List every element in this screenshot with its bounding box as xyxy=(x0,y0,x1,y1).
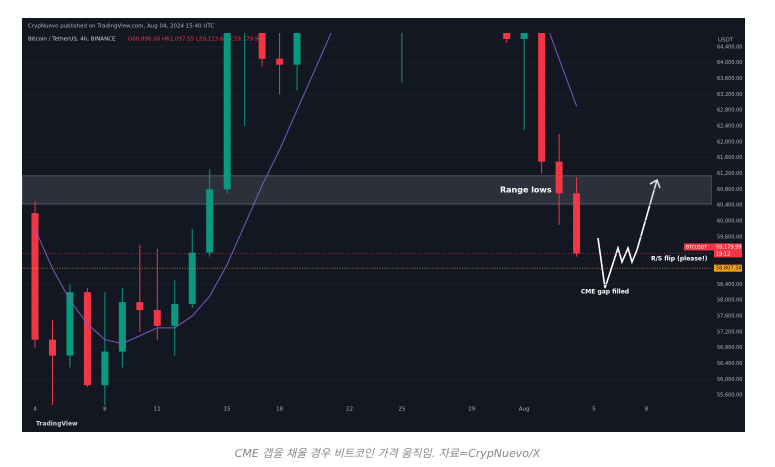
candle-body xyxy=(171,304,179,326)
y-tick-label: 56,400.00 xyxy=(717,361,742,367)
x-tick-label: 5 xyxy=(592,407,596,413)
ohlc-readout: O60,896.00 xyxy=(128,37,161,43)
y-tick-label: 62,400.00 xyxy=(717,124,742,130)
x-tick-label: 25 xyxy=(398,407,405,413)
plot-area xyxy=(22,0,712,405)
symbol-title: Bitcoin / TetherUS, 4h, BINANCE xyxy=(28,37,116,43)
candle-body xyxy=(503,33,511,39)
countdown: 19:12 xyxy=(716,251,730,257)
projection-arrow xyxy=(597,178,661,289)
candle-body xyxy=(118,302,126,352)
x-tick-label: Aug xyxy=(519,407,530,413)
logo: TradingView xyxy=(36,421,78,428)
y-tick-label: 61,200.00 xyxy=(717,171,742,177)
candle-body xyxy=(538,33,546,162)
published: CrypNuevo published on TradingView.com, … xyxy=(28,24,214,30)
last-price-axis-tag xyxy=(714,243,742,258)
last-price-label: 59,179.99 xyxy=(716,244,741,250)
candle-body xyxy=(520,33,528,39)
candle-body xyxy=(66,292,74,356)
y-tick-label: 62,800.00 xyxy=(717,108,742,114)
candle-body xyxy=(573,193,581,254)
y-tick-label: 56,000.00 xyxy=(717,377,742,383)
y-tick-label: 64,000.00 xyxy=(717,60,742,66)
x-tick-label: 15 xyxy=(224,407,231,413)
candle-body xyxy=(398,0,405,7)
x-tick-label: 18 xyxy=(276,407,283,413)
x-tick-label: 11 xyxy=(154,407,161,413)
last-price-symbol: BTCUSDT xyxy=(686,244,707,250)
y-tick-label: 59,600.00 xyxy=(717,234,742,240)
chart-background xyxy=(22,18,745,432)
x-tick-label: 29 xyxy=(468,407,475,413)
x-tick-label: 22 xyxy=(346,407,353,413)
y-tick-label: 60,400.00 xyxy=(717,203,742,209)
candle-body xyxy=(258,33,266,59)
candle-body xyxy=(223,33,231,190)
annotation: CME gap filled xyxy=(581,289,629,296)
x-tick-label: 4 xyxy=(33,407,37,413)
y-tick-label: 61,600.00 xyxy=(717,155,742,161)
y-tick-label: 62,000.00 xyxy=(717,139,742,145)
y-tick-label: 63,200.00 xyxy=(717,92,742,98)
candle-body xyxy=(293,33,301,65)
x-tick-label: 8 xyxy=(645,407,649,413)
ohlc-readout: H61,097.55 xyxy=(162,37,195,43)
candle-body xyxy=(381,0,388,7)
zone-label: Range lows xyxy=(500,185,552,194)
gap-level-label: 58,807.34 xyxy=(716,266,741,272)
y-tick-label: 64,400.00 xyxy=(717,44,742,50)
chart: CrypNuevo published on TradingView.com, … xyxy=(22,0,745,432)
x-tick-label: 8 xyxy=(103,407,107,413)
candle-body xyxy=(83,292,91,386)
y-tick-label: 57,600.00 xyxy=(717,313,742,319)
y-tick-label: 55,600.00 xyxy=(717,393,742,399)
ohlc-readout: C59,179.99 xyxy=(230,37,262,43)
y-tick-label: 57,200.00 xyxy=(717,329,742,335)
y-tick-label: 63,600.00 xyxy=(717,76,742,82)
y-tick-label: 56,800.00 xyxy=(717,345,742,351)
gap-level-tag xyxy=(714,264,742,272)
zone xyxy=(22,175,712,205)
candle-body xyxy=(188,252,196,305)
candle-body xyxy=(555,161,563,194)
y-tick-label: 60,800.00 xyxy=(717,187,742,193)
candle-body xyxy=(101,351,109,386)
last-price-tag xyxy=(684,243,714,251)
candle-body xyxy=(31,213,39,340)
candle-body xyxy=(136,302,144,311)
candle-body xyxy=(276,58,284,65)
candle-body xyxy=(206,189,214,253)
caption: CME 갭을 채울 경우 비트코인 가격 움직임. 자료=CrypNuevo/X xyxy=(234,447,541,460)
y-tick-label: 58,400.00 xyxy=(717,282,742,288)
annotation: R/S flip (please!) xyxy=(651,256,708,263)
ohlc-readout: L59,123.60 xyxy=(196,37,228,43)
candle-body xyxy=(48,339,56,356)
candle-body xyxy=(153,310,161,326)
currency: USDT xyxy=(718,38,734,44)
y-tick-label: 60,000.00 xyxy=(717,218,742,224)
y-tick-label: 58,000.00 xyxy=(717,298,742,304)
moving-average xyxy=(34,33,578,345)
